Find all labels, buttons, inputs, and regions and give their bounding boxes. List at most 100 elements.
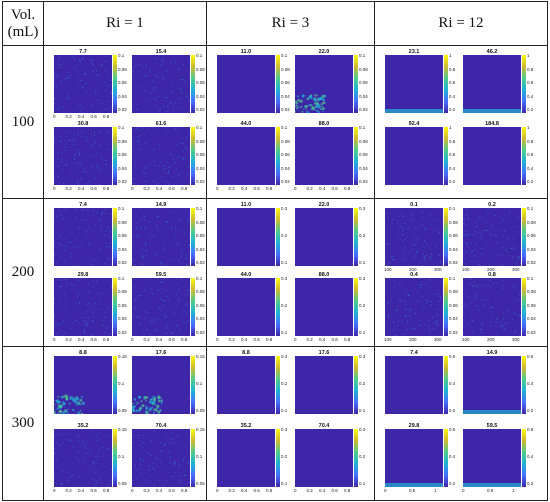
colorbar — [276, 277, 280, 336]
colorbar-tick-label: 0.2 — [527, 408, 534, 413]
colorbar-tick-label: 0.06 — [118, 233, 127, 238]
x-tick-label: 0.6 — [331, 186, 338, 191]
colorbar-ticks: 0.1 0.08 0.06 0.04 0.02 — [196, 125, 206, 187]
colorbar-tick-label: 0.2 — [281, 381, 288, 386]
x-tick-label: 0.8 — [266, 336, 273, 342]
x-tick-label: 0 — [216, 487, 219, 493]
colorbar — [354, 356, 358, 414]
colorbar-tick-label: 0.2 — [359, 302, 366, 308]
colorbar-ticks: 0.3 0.2 0.1 — [359, 206, 373, 268]
colorbar — [113, 127, 117, 185]
heatmap-field — [295, 208, 353, 266]
volume-header-unit: (mL) — [7, 23, 39, 40]
colorbar-tick-label: 0.3 — [359, 426, 366, 432]
x-tick-label: 0.2 — [143, 336, 150, 342]
colorbar-tick-label: 0.15 — [118, 354, 127, 359]
colorbar-tick-label: 0.6 — [449, 354, 456, 359]
colorbar-tick-label: 0.1 — [196, 453, 203, 459]
colorbar-tick-label: 0.08 — [359, 66, 368, 72]
colorbar-tick-label: 0.3 — [359, 354, 366, 359]
colorbar — [191, 428, 195, 487]
x-tick-label: 0.8 — [266, 487, 273, 493]
x-tick-label: 0.2 — [65, 487, 72, 493]
x-tick-label: 0.4 — [78, 487, 85, 493]
colorbar-ticks: 0.1 0.08 0.06 0.04 0.02 — [359, 53, 373, 115]
colorbar-tick-label: 0.08 — [196, 289, 205, 294]
x-tick-label: 0.4 — [241, 487, 248, 493]
heatmap-field — [295, 428, 353, 487]
x-tick-label: 1 — [434, 487, 437, 493]
colorbar — [354, 127, 358, 185]
heatmap-field — [132, 277, 190, 336]
panel-title: 70.4 — [318, 422, 330, 429]
colorbar-tick-label: 0.6 — [449, 426, 456, 432]
panel-group: 7.7 0.1 0.08 0.06 0.04 0.02 0 0.2 0.4 0.6 0.8 15.4 0… — [45, 47, 206, 198]
colorbar-tick-label: 0.04 — [527, 316, 536, 321]
colorbar-tick-label: 0.08 — [527, 289, 536, 294]
colorbar-tick-label: 0.04 — [196, 316, 205, 321]
x-tick-label: 300 — [434, 336, 442, 342]
colorbar-tick-label: 1 — [449, 53, 452, 58]
colorbar-tick-label: 0.2 — [527, 107, 534, 112]
x-tick-label: 0 — [53, 487, 56, 493]
colorbar-ticks: 0.15 0.1 0.05 — [118, 427, 132, 489]
colorbar-tick-label: 0.1 — [281, 53, 288, 58]
colorbar-tick-label: 0.1 — [281, 408, 288, 413]
colorbar-ticks: 0.1 0.08 0.06 0.04 0.02 — [527, 206, 541, 268]
x-tick-label: 100 — [384, 336, 392, 342]
colorbar-tick-label: 0.4 — [527, 381, 534, 386]
x-tick-label: 0.8 — [103, 487, 110, 493]
colorbar-tick-label: 0.2 — [359, 453, 366, 459]
panel-title: 7.7 — [79, 49, 87, 55]
x-tick-label: 0.6 — [253, 186, 260, 191]
heatmap-field — [132, 356, 190, 414]
colorbar — [444, 208, 448, 266]
x-tick-label: 100 — [462, 336, 470, 342]
panel-group: 8.8 0.15 0.1 0.05 17.6 0.15 0.1 0.05 35.2 0.15 0.1… — [45, 348, 206, 500]
x-tick-label: 0.2 — [306, 487, 313, 493]
heatmap-field — [217, 55, 275, 113]
colorbar — [522, 277, 526, 336]
colorbar-ticks: 0.1 0.08 0.06 0.04 0.02 — [281, 53, 295, 115]
colorbar-tick-label: 0.04 — [196, 246, 205, 252]
volume-header-label: Vol. — [10, 6, 36, 23]
colorbar-tick-label: 0.3 — [281, 206, 288, 211]
x-tick-label: 0.4 — [319, 336, 326, 342]
panel-group: 11.0 0.3 0.2 0.1 22.0 0.3 0.2 0.1 44.0 0.3 0.2 0.1 0… — [208, 200, 374, 346]
colorbar-tick-label: 0.1 — [527, 275, 534, 281]
colorbar-ticks: 1 0.8 0.6 0.4 0.2 — [527, 53, 541, 115]
panel-title: 59.5 — [155, 271, 167, 278]
x-tick-label: 0.2 — [143, 487, 150, 493]
colorbar-tick-label: 0.4 — [527, 165, 534, 171]
colorbar-ticks: 1 0.8 0.6 0.4 0.2 — [527, 125, 541, 187]
colorbar-tick-label: 0.08 — [527, 219, 536, 225]
heatmap-field — [385, 208, 443, 266]
colorbar — [191, 55, 195, 113]
x-tick-label: 0 — [216, 336, 219, 342]
panel-title: 29.8 — [77, 271, 89, 278]
panel-title: 7.4 — [79, 202, 87, 208]
x-tick-label: 0.2 — [65, 186, 72, 191]
colorbar — [191, 127, 195, 185]
colorbar-tick-label: 0.04 — [527, 246, 536, 252]
volume-header: Vol. (mL) — [2, 1, 44, 46]
heatmap-field — [54, 356, 112, 414]
panel-title: 14.9 — [486, 350, 498, 356]
colorbar-tick-label: 0.02 — [281, 179, 290, 184]
colorbar-ticks: 0.6 0.4 0.2 — [449, 354, 463, 416]
x-tick-label: 0 — [131, 487, 134, 493]
colorbar — [276, 428, 280, 487]
colorbar-tick-label: 0.15 — [118, 426, 127, 432]
colorbar-tick-label: 0.2 — [359, 381, 366, 386]
colorbar-tick-label: 0.6 — [527, 152, 534, 157]
colorbar-tick-label: 0.1 — [118, 275, 125, 281]
row-label: 300 — [2, 346, 44, 501]
x-tick-label: 0.6 — [90, 487, 97, 493]
colorbar-ticks: 0.3 0.2 0.1 — [281, 427, 295, 489]
colorbar — [113, 277, 117, 336]
panel-title: 35.2 — [240, 422, 252, 429]
x-tick-label: 0.8 — [181, 487, 188, 493]
x-tick-label: 0 — [294, 487, 297, 493]
colorbar-tick-label: 1 — [449, 125, 452, 130]
colorbar-ticks: 0.1 0.08 0.06 0.04 0.02 — [196, 206, 206, 268]
